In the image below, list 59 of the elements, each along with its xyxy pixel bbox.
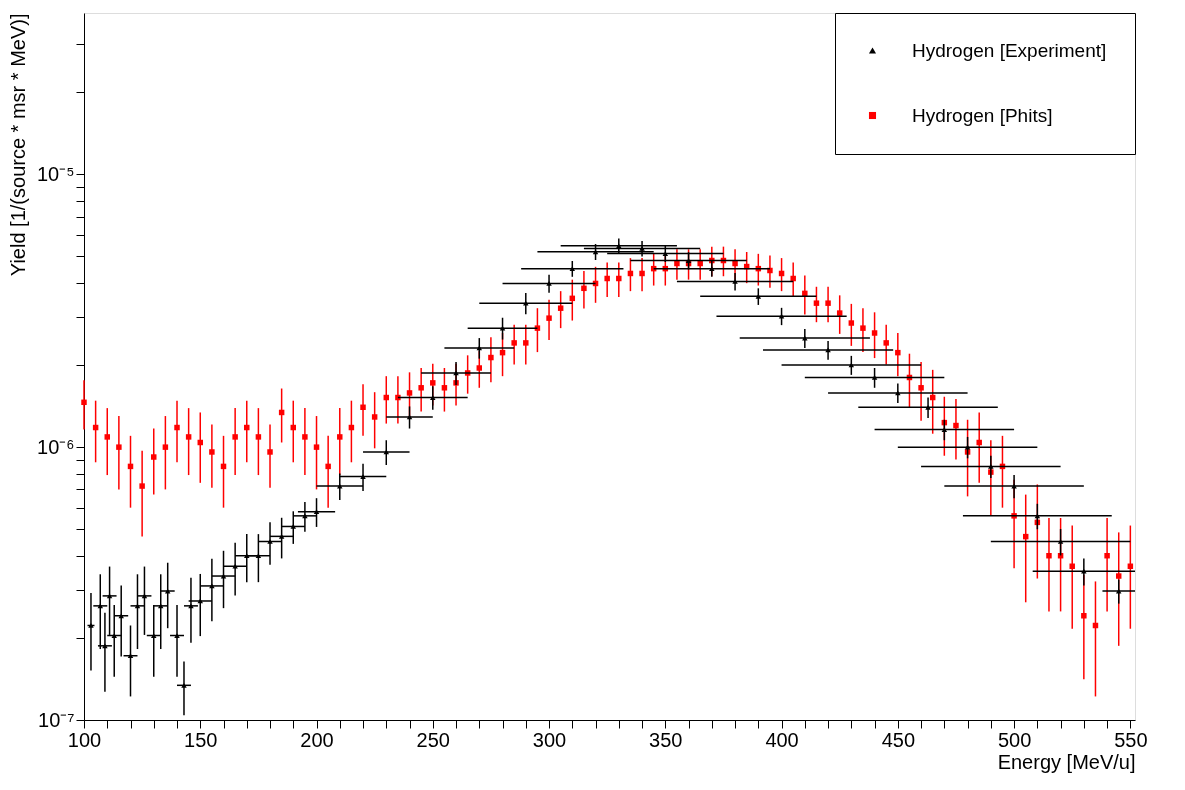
y-tick-label: 10⁻⁷ [38,708,75,731]
point [569,266,576,272]
point [592,249,599,255]
y-tick-label: 10⁻⁵ [36,162,75,185]
point [141,593,148,599]
point [662,251,669,256]
point [925,404,931,410]
point [255,553,262,559]
point [106,593,113,599]
point [151,633,157,638]
x-axis-title: Energy [MeV/u] [997,750,1136,773]
point [313,509,320,515]
point [111,633,117,638]
point [244,553,250,559]
point [732,279,738,284]
point [1057,539,1064,544]
point [267,539,273,544]
y-tick-label: 10⁻⁶ [37,435,75,458]
y-axis-title: Yield [1/(source * msr * MeV)] [6,13,29,277]
point [220,573,227,579]
point [616,243,622,249]
x-tick-label: 250 [416,728,450,751]
x-tick-label: 450 [881,728,916,751]
point [453,370,459,376]
x-tick-label: 500 [997,728,1032,751]
point [546,281,552,286]
point [1034,513,1041,519]
point [1081,568,1087,574]
x-tick-label: 100 [67,728,102,751]
point [127,653,134,659]
point [290,524,297,529]
legend-label: Hydrogen [Experiment] [912,39,1107,61]
x-tick-label: 400 [765,728,799,751]
point [174,633,180,638]
point [941,427,948,432]
point [755,293,762,299]
point [232,563,238,569]
x-tick-label: 550 [1114,728,1148,751]
point [709,266,715,272]
point [118,613,124,619]
point [406,414,413,420]
x-tick-label: 200 [300,728,334,751]
point [639,246,645,251]
point [188,603,194,609]
x-tick-label: 300 [532,728,567,751]
point [964,444,971,450]
point [523,300,529,306]
x-tick-label: 350 [649,728,683,751]
point [181,682,187,688]
point [778,313,785,319]
point [102,643,108,649]
point [988,464,994,469]
point [134,603,141,609]
point [430,395,436,400]
point [871,375,878,380]
point [685,258,692,263]
x-tick-label: 150 [184,728,218,751]
point [360,474,366,479]
legend-label: Hydrogen [Phits] [912,104,1053,126]
